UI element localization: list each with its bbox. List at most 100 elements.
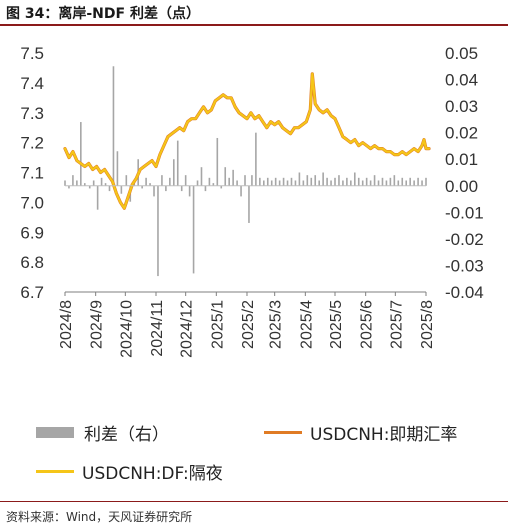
spread-bar <box>270 180 273 186</box>
series-line-ndf <box>63 72 431 210</box>
spread-bar <box>326 177 328 186</box>
spread-bar <box>141 185 143 189</box>
right-tick-label: 0.00 <box>445 177 478 196</box>
spread-bar <box>286 180 289 186</box>
spread-bar <box>314 175 317 186</box>
legend-swatch-spot <box>264 431 302 434</box>
spread-bar <box>306 175 309 186</box>
spread-bar <box>381 177 384 186</box>
rate-lines <box>63 72 431 210</box>
source-note: 资料来源：Wind，天风证券研究所 <box>6 510 193 524</box>
spread-bar <box>172 159 175 186</box>
spread-bar <box>220 185 223 189</box>
title-divider <box>0 24 508 26</box>
spread-bar <box>165 185 167 192</box>
right-tick-label: -0.04 <box>445 283 484 302</box>
spread-bar <box>149 183 151 186</box>
spread-bar <box>68 185 70 189</box>
spread-bar <box>236 180 238 186</box>
x-tick-label: 2025/6 <box>359 300 376 349</box>
spread-bar <box>259 177 261 186</box>
spread-bar <box>76 180 78 186</box>
x-tick-label: 2025/5 <box>328 300 345 349</box>
spread-bar <box>421 180 423 186</box>
spread-bar <box>120 185 123 194</box>
spread-bar <box>108 185 111 192</box>
x-tick-label: 2024/8 <box>58 300 75 349</box>
left-tick-label: 7.1 <box>20 164 44 183</box>
x-tick-label: 2024/9 <box>89 300 106 349</box>
legend-item-spread: 利差（右） <box>36 420 169 445</box>
series-line-spot <box>63 72 431 210</box>
spread-bar <box>274 177 277 186</box>
spread-bar <box>92 180 95 186</box>
spread-bar <box>153 185 155 197</box>
spread-bar <box>294 180 297 186</box>
left-tick-label: 6.8 <box>20 253 44 272</box>
spread-bar <box>389 177 392 186</box>
spread-bar <box>334 177 336 186</box>
spread-bar <box>262 180 265 186</box>
legend-swatch-ndf <box>36 470 74 473</box>
spread-bar <box>169 177 171 186</box>
spread-bar <box>377 180 380 186</box>
spread-bar <box>188 185 191 197</box>
left-axis-ticks: 6.7 6.8 6.9 7.0 7.1 7.2 7.3 7.4 7.5 <box>20 44 44 302</box>
x-tick-label: 2025/3 <box>268 300 285 349</box>
spread-bar <box>184 175 187 186</box>
spread-bar <box>80 122 82 186</box>
left-tick-label: 6.7 <box>20 283 44 302</box>
spread-bar <box>298 172 301 186</box>
spread-bar <box>373 175 376 186</box>
spread-bar <box>224 167 227 186</box>
spread-bar <box>357 177 360 186</box>
spread-bar <box>338 175 340 186</box>
spread-bar <box>200 167 203 186</box>
right-tick-label: -0.01 <box>445 203 484 222</box>
spread-bar <box>282 177 285 186</box>
spread-bar <box>413 180 415 186</box>
x-tick-label: 2025/4 <box>298 300 315 349</box>
right-tick-label: 0.02 <box>445 124 478 143</box>
spread-bar <box>310 177 313 186</box>
spread-bar <box>417 177 419 186</box>
spread-bar <box>244 175 246 186</box>
spread-bar <box>290 177 293 186</box>
spread-bar <box>176 140 179 186</box>
spread-bar <box>204 185 207 192</box>
spread-bar <box>125 175 128 186</box>
left-tick-label: 7.5 <box>20 44 44 63</box>
spread-bar <box>322 172 324 186</box>
x-tick-label: 2025/2 <box>240 300 257 349</box>
x-axis-ticks: 2024/8 2024/9 2024/10 2024/11 2024/12 2025/1 2… <box>58 292 436 358</box>
spread-bar <box>180 185 183 192</box>
spread-bar <box>393 175 396 186</box>
x-tick-label: 2024/10 <box>118 300 135 358</box>
legend-label-spot: USDCNH:即期汇率 <box>310 425 458 445</box>
spread-bar <box>88 185 91 189</box>
spread-bar <box>266 177 269 186</box>
left-tick-label: 7.4 <box>20 74 44 93</box>
left-tick-label: 7.2 <box>20 134 44 153</box>
right-tick-label: 0.01 <box>445 150 478 169</box>
right-tick-label: -0.03 <box>445 256 484 275</box>
spread-bar <box>208 177 211 186</box>
x-tick-label: 2025/7 <box>388 300 405 349</box>
x-tick-label: 2025/1 <box>209 300 226 349</box>
spread-bar <box>228 177 230 186</box>
spread-bar <box>72 175 74 186</box>
spread-bar <box>278 180 281 186</box>
spread-bar <box>212 183 215 186</box>
spread-bar <box>425 177 427 186</box>
spread-bar <box>145 177 147 186</box>
spread-bar <box>346 177 348 186</box>
spread-bar <box>361 180 364 186</box>
right-tick-label: 0.05 <box>445 44 478 63</box>
spread-bar <box>216 137 219 186</box>
source-divider <box>0 501 508 502</box>
spread-bar <box>342 180 344 186</box>
spread-bar <box>350 180 352 186</box>
spread-bar <box>405 180 408 186</box>
right-tick-label: 0.03 <box>445 97 478 116</box>
